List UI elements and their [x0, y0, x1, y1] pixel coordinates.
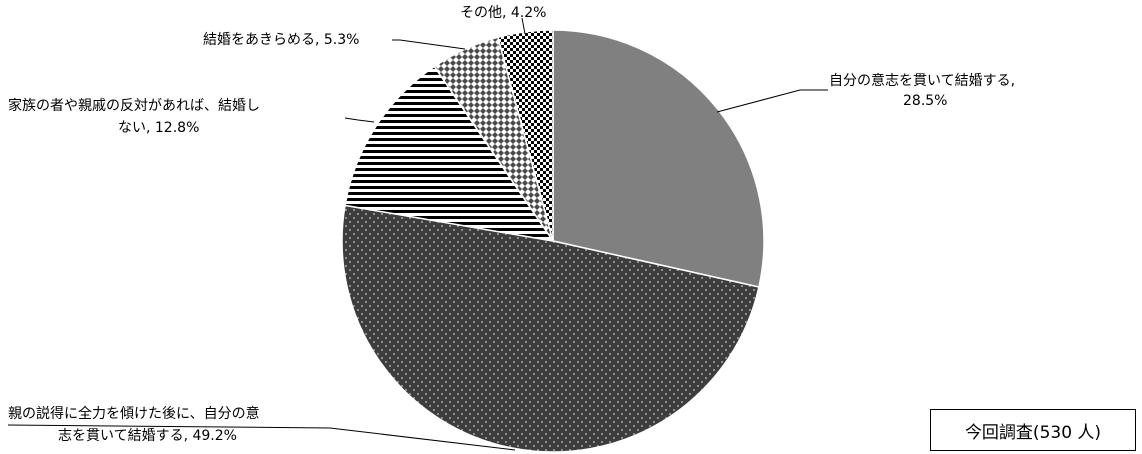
pie-slice-5: [497, 29, 554, 242]
slice-label-1-line-1: 自分の意志を貫いて結婚する,: [829, 72, 1015, 89]
slice-label-3-line-1: 家族の者や親戚の反対があれば、結婚し: [8, 97, 260, 114]
leader-line-2: [7, 424, 516, 451]
pie-slice-2: [341, 204, 760, 453]
slice-label-1-line-2: 28.5%: [903, 93, 947, 109]
leader-line-5: [521, 17, 526, 35]
leader-line-3: [344, 117, 375, 123]
leader-line-1: [716, 89, 828, 113]
pie-slice-3: [344, 65, 555, 243]
pie-slice-1: [552, 29, 765, 288]
sample-size-note: 今回調査(530 人): [930, 409, 1136, 451]
slice-label-3-line-2: ない, 12.8%: [118, 120, 199, 136]
slice-label-4-line-1: 結婚をあきらめる, 5.3%: [203, 32, 359, 48]
slice-label-2-line-1: 親の説得に全力を傾けた後に、自分の意: [8, 405, 260, 422]
slice-label-2-line-2: 志を貫いて結婚する, 49.2%: [58, 428, 237, 444]
leader-line-4: [392, 39, 466, 50]
slice-label-5-line-1: その他, 4.2%: [460, 5, 546, 21]
